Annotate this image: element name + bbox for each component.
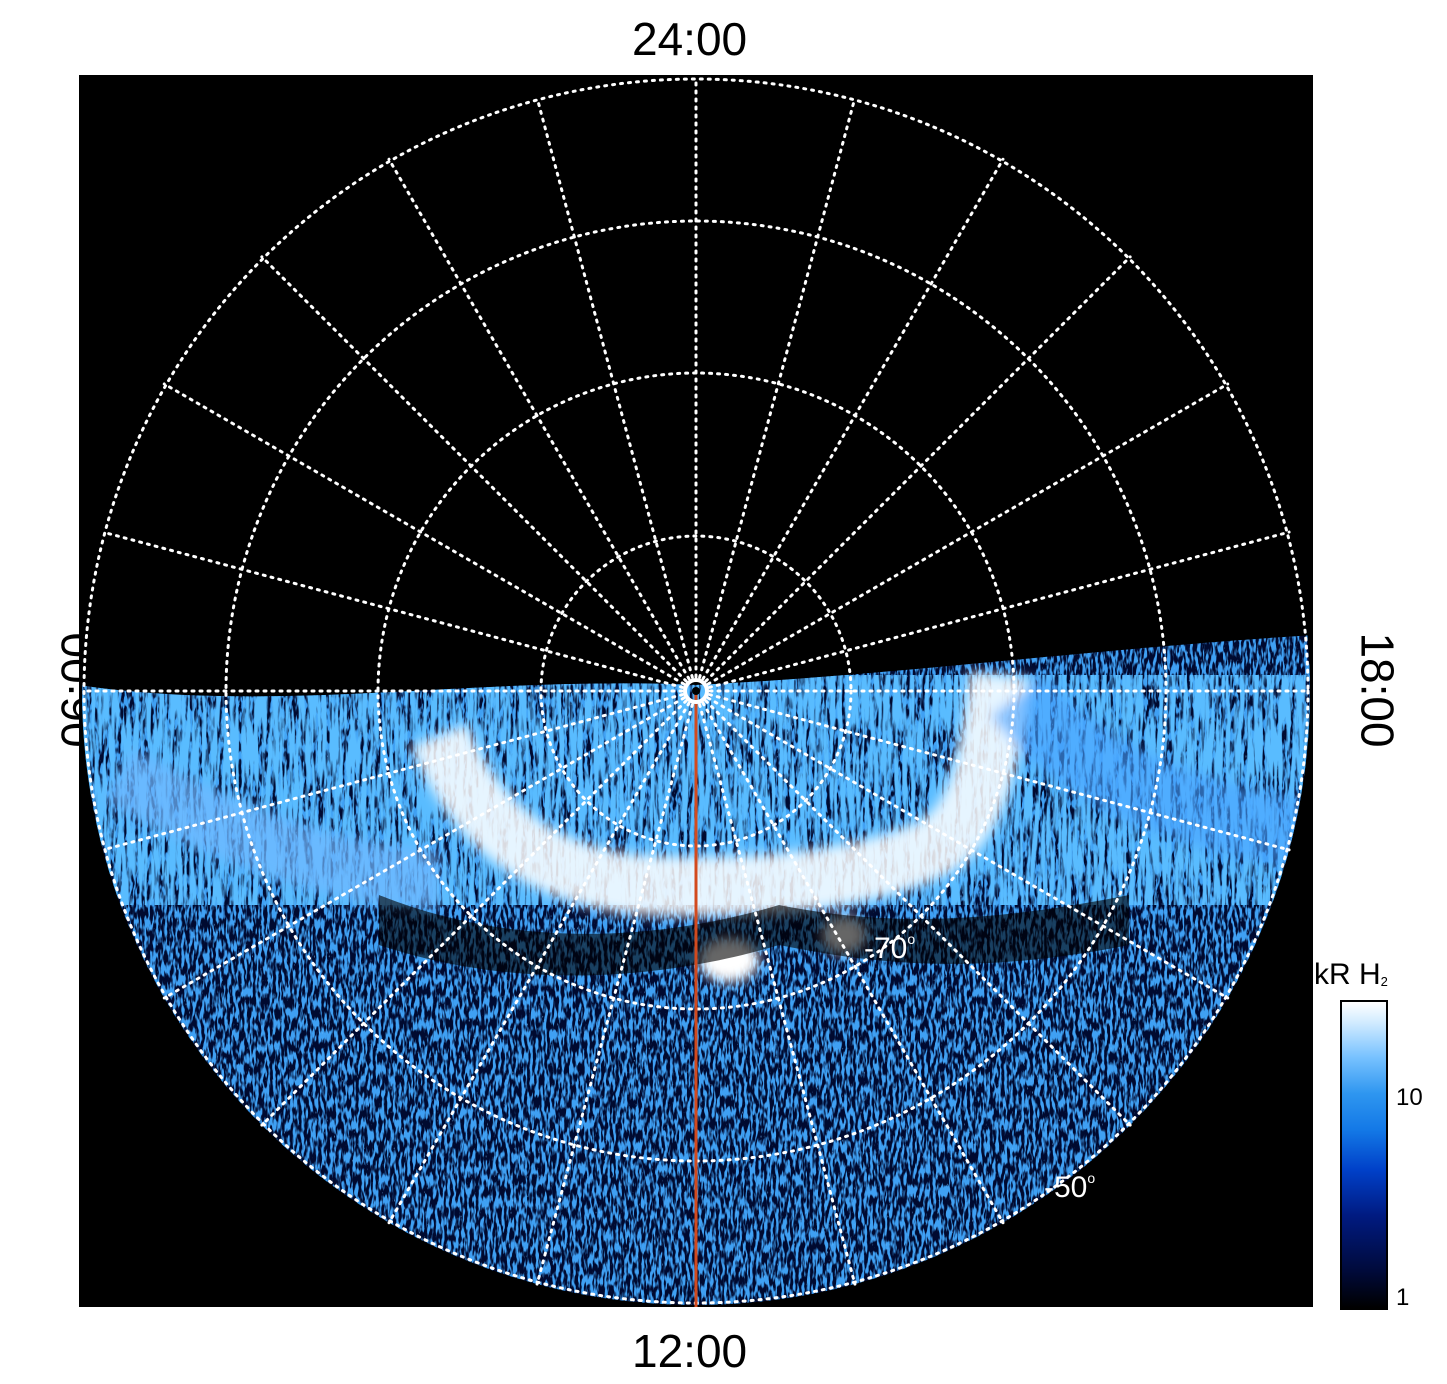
meridian-line-21: [704, 255, 1132, 683]
colorbar-tick-10: 10: [1396, 1084, 1423, 1111]
auroral-oval: [104, 671, 1310, 982]
polar-projection-plot: -70o -50o: [79, 75, 1313, 1307]
local-time-label-bottom: 12:00: [632, 1325, 748, 1377]
meridian-line-15: [260, 255, 688, 683]
colorbar-title: kR H2: [1314, 958, 1388, 991]
colorbar: [1340, 1000, 1388, 1310]
colorbar-tick-1: 1: [1396, 1284, 1410, 1311]
meridian-line-19: [698, 96, 857, 679]
dark-gap: [379, 895, 1129, 976]
latitude-label-50: -50o: [1044, 1170, 1095, 1204]
polar-svg: -70o -50o: [80, 75, 1312, 1307]
meridian-line-13: [101, 530, 684, 689]
meridian-line-17: [535, 96, 694, 679]
local-time-label-top: 24:00: [632, 13, 748, 65]
latitude-label-70: -70o: [864, 931, 915, 965]
pole-marker-center: [692, 687, 700, 695]
local-time-label-right: 18:00: [1351, 632, 1404, 748]
pole-marker: [683, 678, 709, 704]
